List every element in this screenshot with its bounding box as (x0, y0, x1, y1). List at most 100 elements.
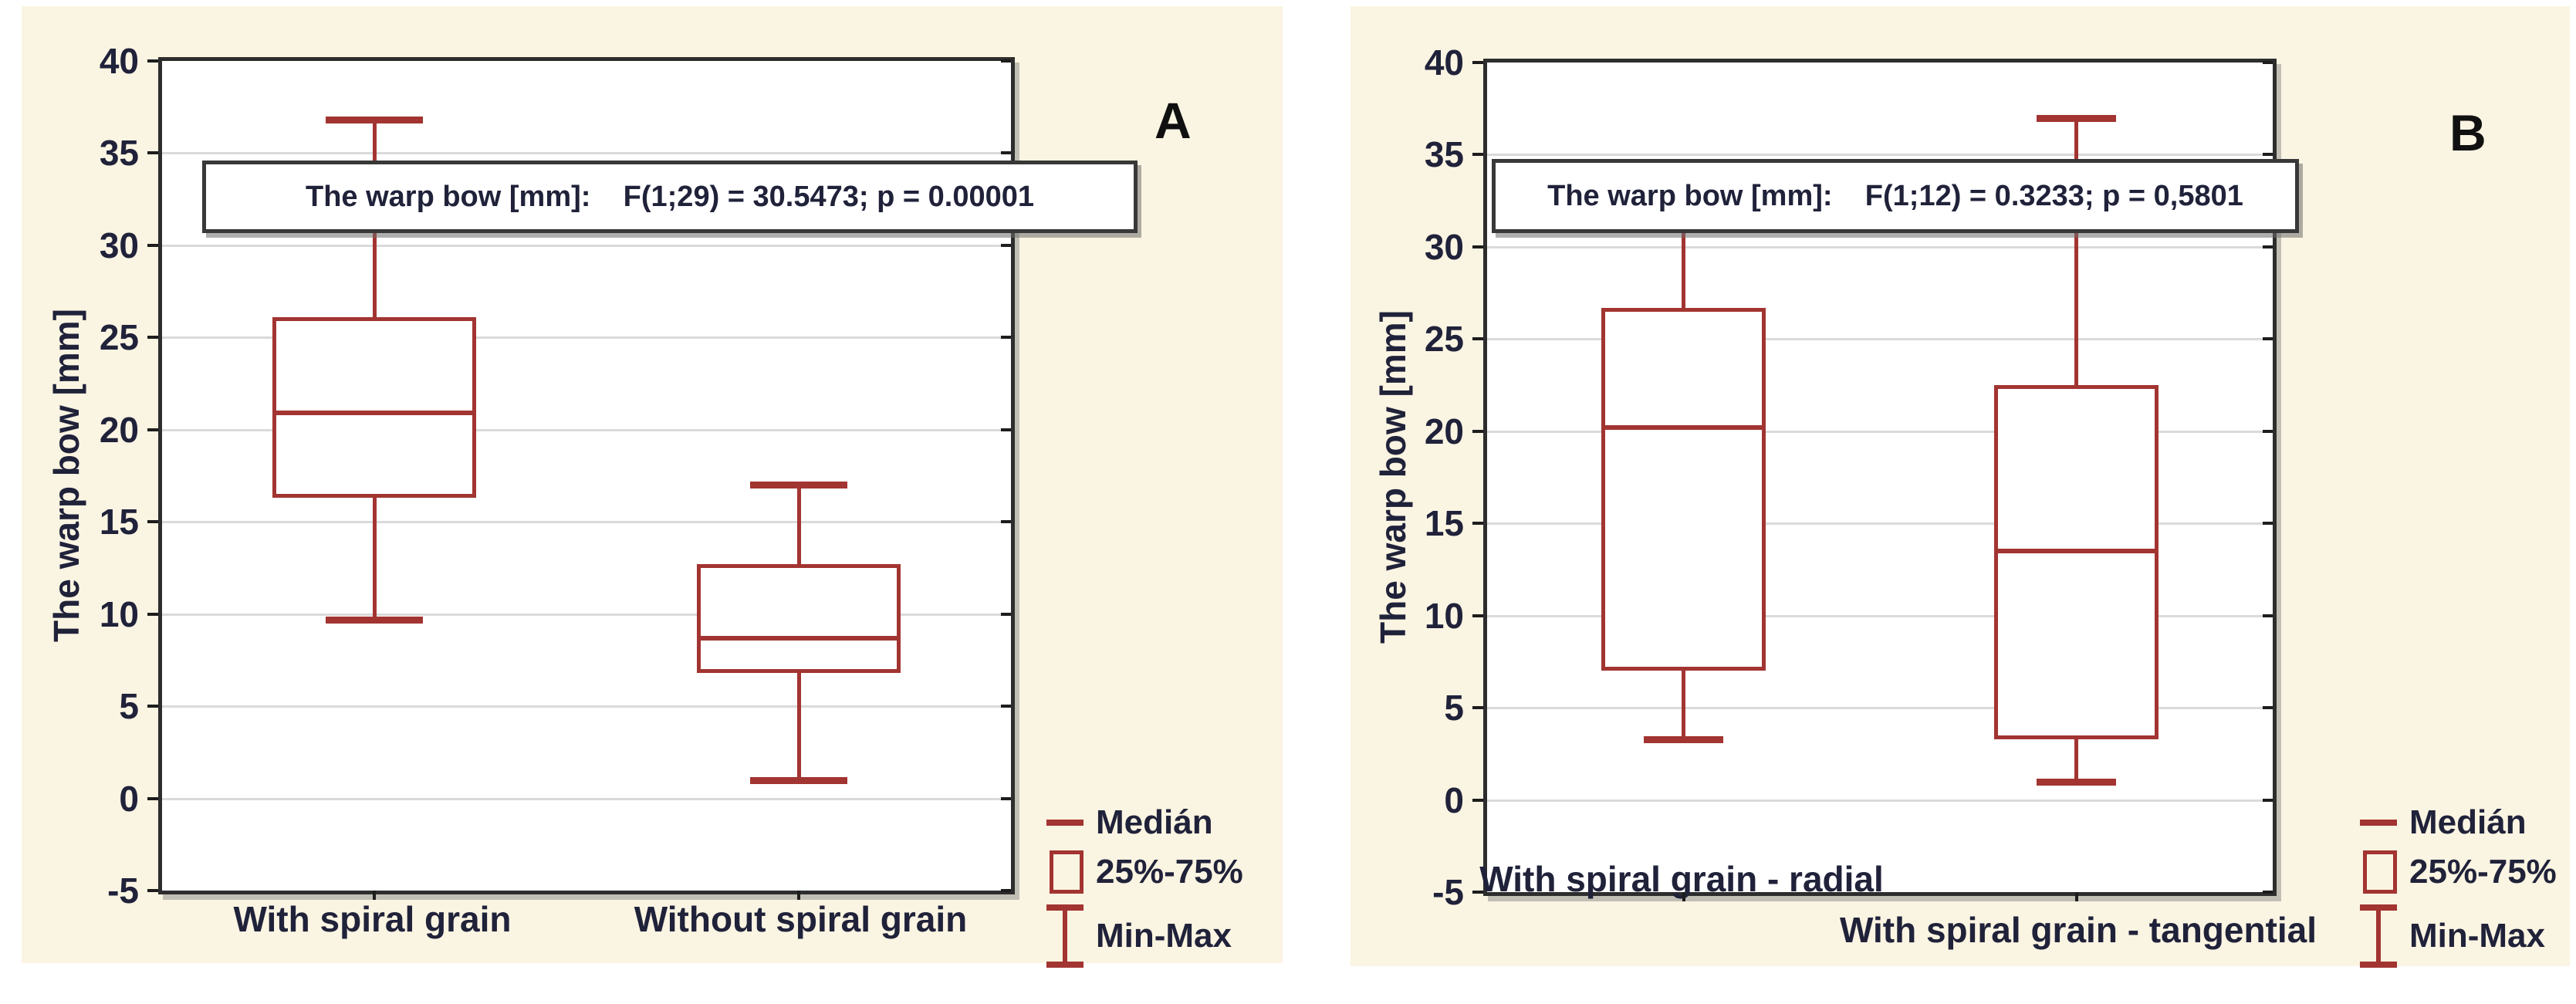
gridline (1487, 614, 2273, 617)
category-tick (373, 891, 376, 900)
category-label: Without spiral grain (634, 899, 968, 939)
legend-icon-cell (1029, 850, 1083, 894)
median-line (1604, 425, 1763, 430)
y-axis-tick-inner (2263, 337, 2273, 341)
y-axis-tick (1472, 337, 1483, 341)
quartile-box-icon (1050, 850, 1083, 894)
whisker-cap-min (749, 776, 848, 784)
y-axis-tick (1472, 245, 1483, 248)
gridline (162, 613, 1011, 616)
y-axis-tick-inner (1001, 428, 1011, 431)
legend-row: Medián (1029, 801, 1243, 844)
y-axis-tick (147, 336, 158, 340)
y-tick-label: 5 (119, 686, 139, 727)
y-axis-tick (147, 612, 158, 616)
y-axis-tick-inner (2263, 614, 2273, 617)
legend-icon-cell (1029, 904, 1083, 968)
y-axis-tick-inner (1001, 796, 1011, 800)
legend-label: Min-Max (1096, 917, 1232, 955)
legend-label: 25%-75% (2409, 853, 2557, 891)
panel-b: The warp bow [mm] 40 35 30 25 20 15 10 5 0 -5 The… (1351, 6, 2570, 968)
y-axis-tick (1472, 706, 1483, 710)
panel-a: The warp bow [mm] 40 35 30 25 20 15 10 5 0 -5 The… (22, 6, 1283, 968)
gridline (162, 336, 1011, 340)
legend-label: Min-Max (2409, 917, 2545, 955)
gridline (1487, 245, 2273, 248)
quartile-box-icon (2363, 850, 2397, 894)
gridline (1487, 799, 2273, 802)
legend-label: Medián (1096, 803, 1213, 841)
y-axis-label: The warp bow [mm] (46, 309, 86, 642)
y-axis-tick-inner (1001, 705, 1011, 708)
legend: Medián 25%-75% Min-Max (1029, 801, 1243, 972)
y-axis-tick (147, 151, 158, 155)
median-line (276, 411, 472, 416)
y-axis-tick-inner (2263, 429, 2273, 433)
gridline (1487, 707, 2273, 710)
y-axis-tick (147, 705, 158, 708)
median-line (701, 635, 897, 641)
iqr-box (272, 317, 476, 499)
whisker-cap-max (749, 482, 848, 489)
y-axis-tick (147, 428, 158, 431)
y-axis-tick (1472, 153, 1483, 157)
y-tick-label: 10 (1424, 595, 1464, 636)
y-tick-label: 25 (99, 317, 139, 358)
legend-row: 25%-75% (2343, 844, 2557, 900)
whisker-cap-max (325, 117, 424, 124)
y-tick-label: 5 (1444, 688, 1464, 728)
gridline (1487, 338, 2273, 341)
y-axis-tick (1472, 429, 1483, 433)
y-axis-tick-inner (2263, 706, 2273, 710)
y-axis-tick (1472, 798, 1483, 802)
category-tick (2074, 892, 2078, 901)
y-tick-label: -5 (107, 870, 139, 911)
gridline (162, 244, 1011, 247)
y-tick-label: 30 (1424, 226, 1464, 267)
y-axis-tick-inner (2263, 245, 2273, 248)
y-tick-label: 35 (99, 133, 139, 174)
panel-letter: A (1154, 92, 1192, 149)
min-max-whisker-icon (2360, 904, 2397, 968)
y-axis-tick (1472, 61, 1483, 64)
iqr-box (1993, 385, 2159, 739)
y-tick-label: 40 (1424, 42, 1464, 83)
y-tick-label: 30 (99, 225, 139, 265)
y-axis-tick-inner (2263, 891, 2273, 894)
y-tick-label: 20 (1424, 411, 1464, 451)
y-axis-tick (1472, 522, 1483, 526)
gridline (162, 705, 1011, 708)
median-line (1997, 549, 2155, 554)
iqr-box (1601, 307, 1766, 671)
y-axis-tick-inner (1001, 151, 1011, 155)
stats-title-box: The warp bow [mm]: F(1;29) = 30.5473; p … (202, 161, 1138, 233)
gridline (1487, 522, 2273, 526)
y-axis-tick-inner (1001, 336, 1011, 340)
legend-label: Medián (2409, 803, 2527, 841)
y-tick-label: 15 (1424, 503, 1464, 544)
legend-row: Min-Max (1029, 900, 1243, 972)
y-axis-tick-inner (2263, 522, 2273, 526)
y-tick-label: 0 (119, 778, 139, 819)
category-tick (797, 891, 800, 900)
legend-icon-cell (1029, 820, 1083, 826)
iqr-box (697, 564, 901, 674)
y-axis-tick-inner (1001, 520, 1011, 524)
min-max-whisker-icon (1046, 904, 1083, 968)
legend: Medián 25%-75% Min-Max (2343, 801, 2557, 972)
legend-label: 25%-75% (1096, 853, 1243, 891)
gridline (162, 521, 1011, 524)
legend-row: Min-Max (2343, 900, 2557, 972)
category-tick (1682, 892, 1685, 901)
y-axis-label: The warp bow [mm] (1373, 310, 1413, 644)
y-tick-label: 25 (1424, 319, 1464, 360)
y-tick-label: 40 (99, 41, 139, 81)
y-axis-tick-inner (1001, 612, 1011, 616)
y-axis-tick-inner (2263, 61, 2273, 64)
gridline (1487, 154, 2273, 157)
y-tick-label: 35 (1424, 134, 1464, 175)
y-axis-tick (1472, 891, 1483, 894)
y-tick-label: 15 (99, 502, 139, 543)
legend-row: Medián (2343, 801, 2557, 844)
